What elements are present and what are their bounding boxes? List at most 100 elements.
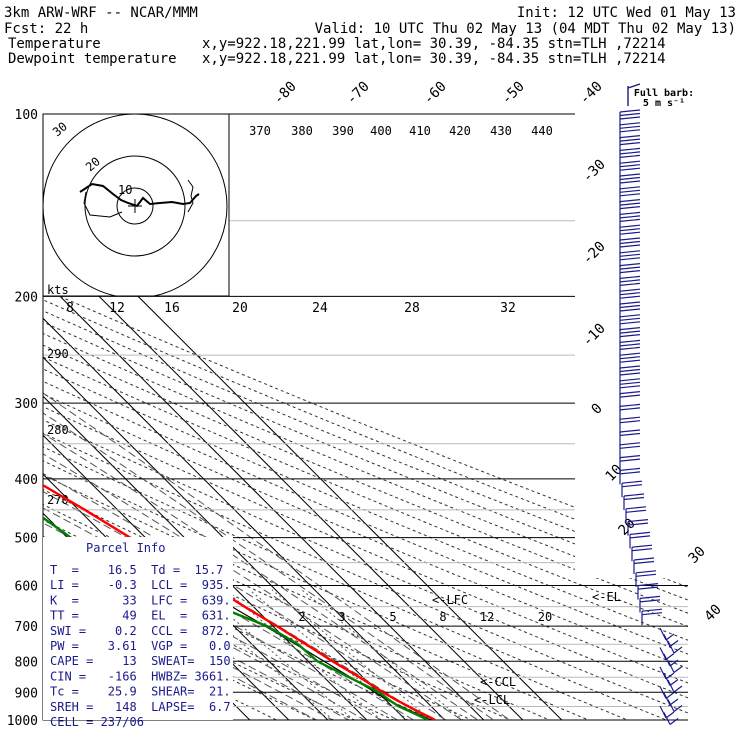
wind-barb — [619, 314, 641, 331]
storm-motion-mark — [187, 179, 194, 213]
wind-barb — [619, 301, 641, 318]
parcel-info-row: LI = -0.3 LCL = 935. — [50, 578, 231, 592]
hodograph-units: kts — [47, 283, 69, 297]
wind-barb — [619, 416, 641, 434]
pressure-axis-labels: 100 200 300 400 500 600 700 800 900 1000 — [7, 108, 38, 729]
theta-label: 380 — [291, 124, 313, 138]
init-time: Init: 12 UTC Wed 01 May 13 — [517, 5, 736, 21]
isotherm — [43, 114, 485, 720]
el-marker: <-EL — [592, 590, 621, 604]
pressure-label: 800 — [15, 655, 38, 670]
isotherm — [43, 114, 407, 720]
ccl-marker: <-CCL — [480, 675, 516, 689]
wind-barb — [619, 378, 641, 395]
parcel-info-row: K = 33 LFC = 639. — [50, 593, 231, 607]
isotherm-label: 20 — [616, 516, 639, 539]
wind-barb — [619, 339, 641, 357]
wind-barb — [659, 666, 675, 680]
wind-barb — [663, 673, 679, 686]
wind-barb — [663, 692, 679, 706]
isotherm-label: 40 — [702, 602, 725, 625]
wind-barb — [623, 493, 645, 510]
isotherm-label: -40 — [577, 79, 606, 108]
wind-barb — [635, 570, 657, 587]
wind-barb — [627, 519, 649, 536]
isotherm-label: -60 — [421, 79, 450, 108]
wind-barb — [619, 199, 641, 216]
wind-barb — [667, 640, 683, 654]
wind-barb — [619, 237, 641, 254]
wind-barb — [667, 699, 683, 712]
parcel-info-row: CAPE = 13 SWEAT= 150 — [50, 654, 231, 668]
speed-axis-label: 24 — [312, 301, 328, 316]
wind-barbs — [619, 109, 683, 725]
theta-label: 390 — [332, 124, 354, 138]
model-title: 3km ARW-WRF -- NCAR/MMM — [4, 5, 198, 21]
parcel-info-row: CELL = 237/06 — [50, 715, 144, 729]
pressure-label: 1000 — [7, 714, 38, 729]
wind-barb — [619, 224, 641, 242]
wind-barb — [619, 173, 641, 190]
wind-barb — [619, 160, 641, 178]
forecast-hour: Fcst: 22 h — [4, 21, 88, 37]
temperature-legend: Temperature — [8, 36, 101, 52]
hodograph-inset: 10 20 30 kts — [42, 113, 230, 297]
isotherm-label: 0 — [589, 401, 606, 418]
parcel-info-row: CIN = -166 HWBZ= 3661. — [50, 669, 231, 683]
theta-label: 430 — [490, 124, 512, 138]
theta-label: 280 — [47, 423, 69, 437]
wind-barb — [667, 660, 683, 673]
parcel-info-row: T = 16.5 Td = 15.7 — [50, 563, 223, 577]
barb-legend-title: Full barb: — [634, 88, 694, 99]
mixing-ratio-labels: 2 3 5 8 12 20 — [298, 610, 552, 624]
pressure-label: 600 — [15, 580, 38, 595]
pressure-label: 700 — [15, 620, 38, 635]
wind-barb — [619, 403, 641, 421]
wind-barb — [619, 391, 641, 408]
speed-axis-label: 28 — [404, 301, 420, 316]
hodograph-ring-label: 10 — [118, 183, 132, 197]
mixing-ratio-label: 5 — [389, 610, 396, 624]
pressure-label: 300 — [15, 397, 38, 412]
legend-barb-icon — [627, 83, 641, 106]
wind-barb — [663, 634, 679, 647]
location-info-temp: x,y=922.18,221.99 lat,lon= 30.39, -84.35… — [202, 36, 666, 52]
theta-label: 400 — [370, 124, 392, 138]
wind-barb — [659, 705, 675, 719]
isotherm — [43, 114, 524, 720]
speed-axis-label: 12 — [109, 301, 125, 316]
hodograph-ring — [116, 187, 154, 225]
speed-axis-label: 32 — [500, 301, 516, 316]
dewpoint-legend: Dewpoint temperature — [8, 51, 177, 67]
theta-label: 290 — [47, 347, 69, 361]
wind-barb — [633, 557, 655, 574]
barb-legend-value: 5 m s⁻¹ — [643, 98, 685, 109]
wind-barb — [619, 211, 641, 229]
pressure-label: 200 — [15, 290, 38, 305]
wind-barb — [619, 467, 641, 485]
speed-axis-label: 16 — [164, 301, 180, 316]
wind-barb — [619, 352, 641, 370]
parcel-info-row: SREH = 148 LAPSE= 6.7 — [50, 700, 231, 714]
wind-barb — [663, 653, 679, 667]
mixing-ratio-label: 12 — [480, 610, 494, 624]
isotherm-label: -30 — [580, 157, 609, 186]
pressure-label: 100 — [15, 108, 38, 123]
isotherm — [43, 114, 446, 720]
pressure-label: 500 — [15, 532, 38, 547]
wind-barb — [619, 147, 641, 165]
wind-barb — [619, 275, 641, 293]
speed-axis-label: 8 — [66, 301, 74, 316]
speed-axis-label: 20 — [232, 301, 248, 316]
wind-barb — [619, 288, 641, 306]
wind-barb — [621, 480, 643, 498]
wind-barb — [619, 250, 641, 267]
wind-barb — [639, 595, 661, 613]
wind-barb — [637, 583, 659, 600]
wind-barb — [619, 186, 641, 203]
mixing-ratio-label: 20 — [538, 610, 552, 624]
isotherm-label: -20 — [580, 239, 609, 268]
parcel-info-row: TT = 49 EL = 631. — [50, 609, 231, 623]
wind-barb — [619, 122, 641, 139]
